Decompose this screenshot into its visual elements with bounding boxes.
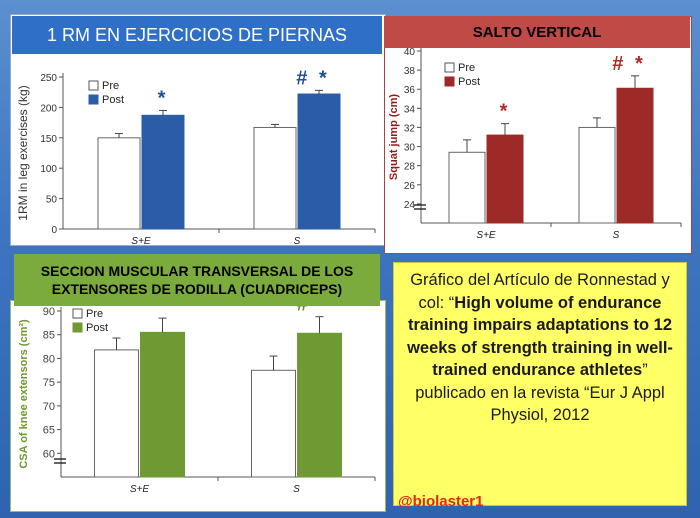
legend-label-post: Post bbox=[86, 322, 108, 334]
article-note: Gráfico del Artículo de Ronnestad y col:… bbox=[393, 262, 687, 506]
significance-marker: # * bbox=[296, 67, 329, 89]
y-axis-label: 1RM in leg exercises (kg) bbox=[16, 85, 30, 220]
y-tick-label: 90 bbox=[43, 306, 55, 318]
x-tick-label: S+E bbox=[130, 484, 150, 495]
bar-pre bbox=[448, 151, 486, 224]
citation-part2: ” publicado en la revista “Eur J Appl Ph… bbox=[415, 361, 665, 424]
legend-label-pre: Pre bbox=[458, 62, 475, 74]
salto-title-box: SALTO VERTICAL bbox=[384, 16, 690, 48]
author-handle: @biolaster1 bbox=[398, 493, 484, 510]
csa-title-box: SECCION MUSCULAR TRANSVERSAL DE LOS EXTE… bbox=[14, 254, 380, 306]
legend-swatch-post bbox=[444, 76, 455, 87]
y-axis-label: CSA of knee extensors (cm²) bbox=[18, 319, 30, 469]
legend-swatch-pre bbox=[88, 80, 99, 91]
bar-post bbox=[486, 134, 524, 224]
significance-marker: * bbox=[158, 87, 169, 109]
legend-swatch-post bbox=[72, 322, 83, 333]
csa-title-line1: SECCION MUSCULAR TRANSVERSAL DE LOS bbox=[40, 263, 354, 279]
bar-pre bbox=[97, 137, 141, 230]
bar-pre bbox=[94, 349, 139, 478]
salto-chart-panel: 24 26 28 30 32 34 36 38 40 Squat jump (cm) S+E * S # … bbox=[384, 16, 692, 254]
x-tick-label: S+E bbox=[131, 236, 151, 245]
y-tick-label: 75 bbox=[43, 377, 55, 389]
y-tick-label: 200 bbox=[40, 103, 57, 114]
y-tick-label: 85 bbox=[43, 330, 55, 342]
legend-label-pre: Pre bbox=[86, 308, 103, 320]
x-tick-label: S+E bbox=[476, 230, 496, 241]
rm-title: 1 RM EN EJERCICIOS DE PIERNAS bbox=[46, 24, 348, 45]
y-tick-label: 30 bbox=[404, 143, 416, 154]
y-tick-label: 70 bbox=[43, 401, 55, 413]
y-tick-label: 50 bbox=[46, 195, 58, 206]
y-tick-label: 60 bbox=[43, 448, 55, 460]
y-tick-label: 36 bbox=[404, 85, 416, 96]
csa-title-line2: EXTENSORES DE RODILLA (CUADRICEPS) bbox=[51, 281, 343, 297]
x-tick-label: S bbox=[613, 230, 620, 241]
significance-marker: * bbox=[500, 101, 511, 123]
x-tick-label: S bbox=[293, 484, 300, 495]
y-tick-label: 100 bbox=[40, 164, 57, 175]
y-tick-label: 0 bbox=[51, 225, 57, 236]
y-tick-label: 65 bbox=[43, 425, 55, 437]
csa-chart-panel: 60 65 70 75 80 85 90 CSA of knee extensors (cm²… bbox=[10, 294, 386, 512]
bar-pre bbox=[253, 126, 297, 230]
citation-article-title: High volume of endurance training impair… bbox=[407, 293, 673, 380]
legend-swatch-pre bbox=[444, 62, 455, 73]
bar-post bbox=[140, 331, 185, 478]
bar-post bbox=[297, 93, 341, 230]
bar-post bbox=[141, 114, 185, 230]
y-tick-label: 26 bbox=[404, 181, 416, 192]
bar-pre bbox=[251, 369, 296, 478]
y-tick-label: 150 bbox=[40, 134, 57, 145]
legend-swatch-pre bbox=[72, 308, 83, 319]
legend-label-post: Post bbox=[458, 76, 480, 88]
legend-label-pre: Pre bbox=[102, 80, 119, 92]
y-tick-label: 24 bbox=[404, 200, 416, 211]
y-tick-label: 38 bbox=[404, 66, 416, 77]
bar-post bbox=[297, 332, 342, 478]
y-tick-label: 34 bbox=[404, 104, 416, 115]
salto-title: SALTO VERTICAL bbox=[472, 23, 602, 41]
significance-marker: * bbox=[157, 301, 168, 317]
rm-chart: 0 50 100 150 200 250 1RM in leg exercises (kg)… bbox=[16, 67, 376, 247]
bar-pre bbox=[578, 126, 616, 224]
article-citation: Gráfico del Artículo de Ronnestad y col:… bbox=[402, 269, 678, 427]
legend-swatch-post bbox=[88, 94, 99, 105]
salto-chart: 24 26 28 30 32 34 36 38 40 Squat jump (cm) S+E * S # … bbox=[388, 47, 682, 241]
y-tick-label: 40 bbox=[404, 47, 416, 58]
bar-post bbox=[616, 87, 654, 224]
citation-part1: Gráfico del Artículo de Ronnestad y col:… bbox=[410, 271, 670, 312]
legend-label-post: Post bbox=[102, 94, 124, 106]
csa-chart: 60 65 70 75 80 85 90 CSA of knee extensors (cm²… bbox=[18, 294, 376, 495]
y-tick-label: 28 bbox=[404, 162, 416, 173]
y-tick-label: 250 bbox=[40, 73, 57, 84]
y-axis-label: Squat jump (cm) bbox=[388, 94, 400, 181]
significance-marker: # * bbox=[612, 53, 645, 75]
x-tick-label: S bbox=[294, 236, 301, 245]
y-tick-label: 32 bbox=[404, 123, 416, 134]
rm-title-box: 1 RM EN EJERCICIOS DE PIERNAS bbox=[12, 16, 382, 54]
y-tick-label: 80 bbox=[43, 353, 55, 365]
